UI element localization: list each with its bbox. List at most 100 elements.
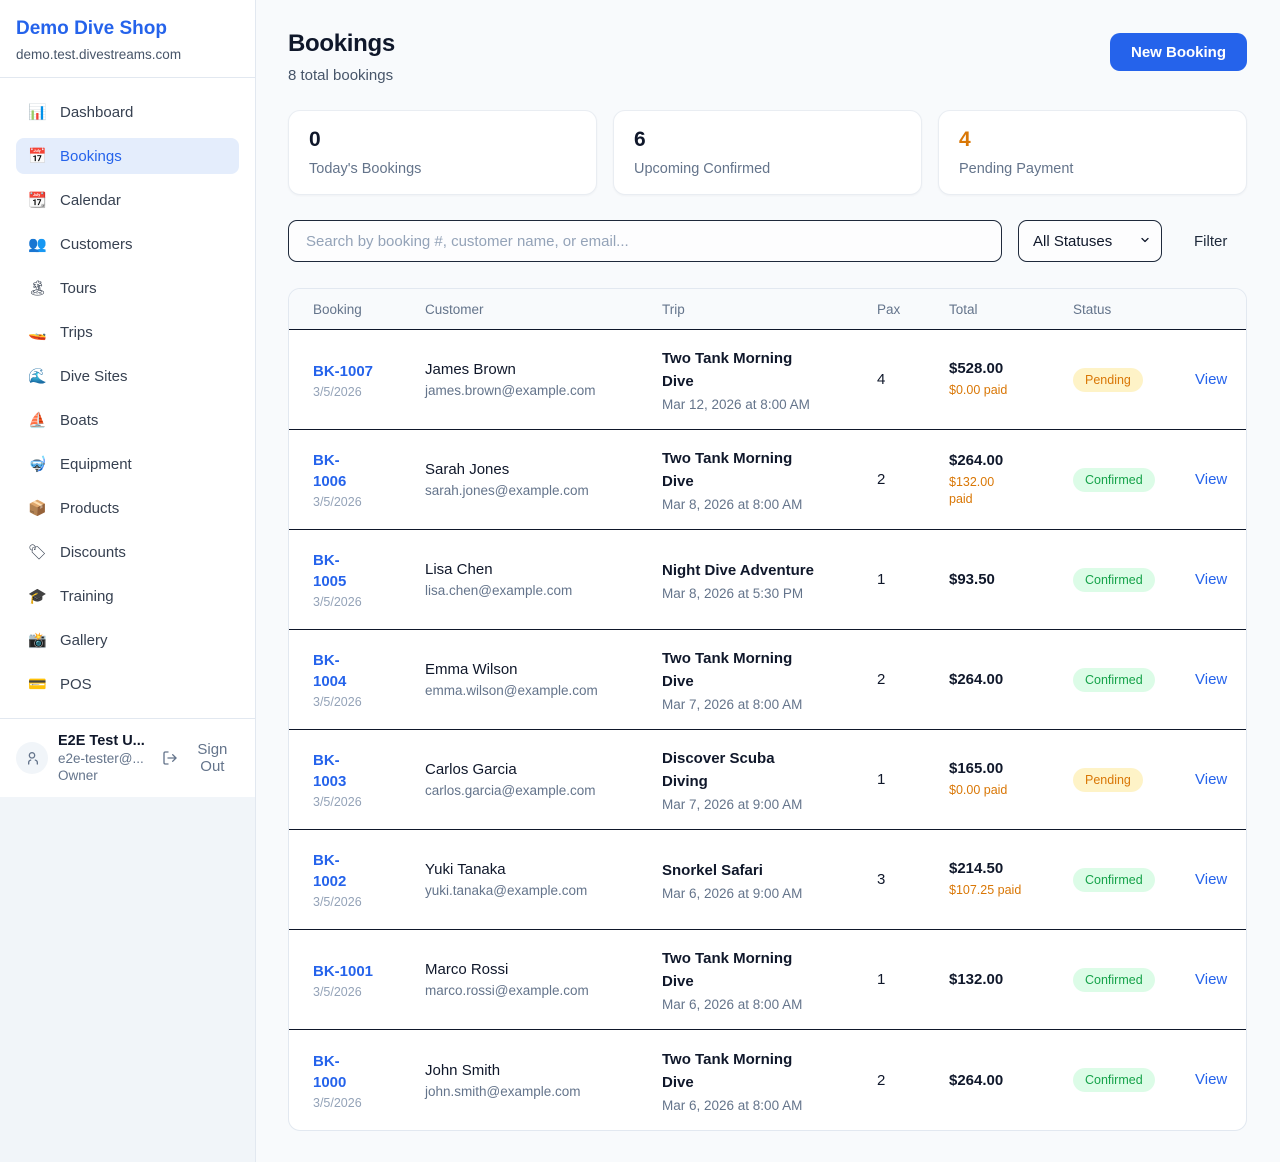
sidebar-item-calendar[interactable]: 📆 Calendar	[16, 182, 239, 218]
status-cell: Confirmed	[1073, 467, 1195, 492]
trip-cell: Two Tank Morning Dive Mar 8, 2026 at 8:0…	[662, 447, 877, 512]
sidebar-item-dive-sites[interactable]: 🌊 Dive Sites	[16, 358, 239, 394]
status-badge: Pending	[1073, 767, 1143, 792]
sidebar-item-boats[interactable]: ⛵ Boats	[16, 402, 239, 438]
pax-value: 1	[877, 571, 886, 588]
customer-email: john.smith@example.com	[425, 1083, 581, 1099]
page-header: Bookings 8 total bookings New Booking	[288, 30, 1247, 84]
sidebar-item-bookings[interactable]: 📅 Bookings	[16, 138, 239, 174]
sidebar-item-customers[interactable]: 👥 Customers	[16, 226, 239, 262]
booking-cell: BK- 1000 3/5/2026	[289, 1051, 425, 1110]
booking-date: 3/5/2026	[313, 895, 362, 909]
booking-id-link[interactable]: BK- 1002	[313, 852, 347, 890]
stat-label: Pending Payment	[959, 161, 1074, 177]
view-link[interactable]: View	[1195, 1071, 1228, 1088]
status-cell: Confirmed	[1073, 967, 1195, 992]
view-link[interactable]: View	[1195, 770, 1228, 788]
booking-id-link[interactable]: BK-1001	[313, 962, 374, 980]
sidebar-rail: Demo Dive Shop demo.test.divestreams.com…	[0, 0, 256, 1162]
sidebar-item-gallery[interactable]: 📸 Gallery	[16, 622, 239, 658]
booking-id-link[interactable]: BK- 1000	[313, 1052, 347, 1091]
view-link[interactable]: View	[1195, 670, 1228, 688]
booking-id-link[interactable]: BK-1007	[313, 362, 374, 380]
status-select[interactable]: All Statuses	[1018, 220, 1162, 262]
view-link[interactable]: View	[1195, 570, 1228, 588]
customer-cell: Yuki Tanaka yuki.tanaka@example.com	[425, 861, 662, 898]
new-booking-button[interactable]: New Booking	[1109, 33, 1247, 71]
booking-id-link[interactable]: BK- 1006	[313, 452, 347, 490]
sailboat-icon: ⛵	[28, 412, 47, 429]
trip-datetime: Mar 6, 2026 at 8:00 AM	[662, 1097, 803, 1113]
user-section: E2E Test U... e2e-tester@... Owner Sign …	[0, 718, 255, 797]
customer-name: Carlos Garcia	[425, 761, 517, 778]
sidebar-item-label: Products	[60, 499, 120, 517]
tear-off-calendar-icon: 📆	[28, 192, 47, 209]
sidebar-item-products[interactable]: 📦 Products	[16, 490, 239, 526]
customer-email: emma.wilson@example.com	[425, 683, 598, 698]
stat-card-pending-payment: 4 Pending Payment	[938, 110, 1247, 195]
sidebar-item-dashboard[interactable]: 📊 Dashboard	[16, 94, 239, 130]
customer-name: Yuki Tanaka	[425, 861, 506, 878]
total-cell: $165.00 $0.00 paid	[949, 760, 1073, 799]
total-amount: $165.00	[949, 760, 1004, 777]
bookings-table: Booking Customer Trip Pax Total Status B…	[288, 288, 1247, 1131]
sidebar-item-label: Calendar	[60, 191, 121, 209]
trip-datetime: Mar 6, 2026 at 8:00 AM	[662, 997, 803, 1012]
trip-name: Two Tank Morning Dive	[662, 350, 793, 390]
table-row: BK- 1005 3/5/2026 Lisa Chen lisa.chen@ex…	[289, 530, 1246, 630]
table-row: BK- 1002 3/5/2026 Yuki Tanaka yuki.tanak…	[289, 830, 1246, 930]
view-link[interactable]: View	[1195, 870, 1228, 888]
sidebar-item-trips[interactable]: 🚤 Trips	[16, 314, 239, 350]
stat-value: 4	[959, 128, 971, 151]
label-tag-icon: 🏷	[28, 544, 48, 561]
filter-button[interactable]: Filter	[1179, 233, 1242, 250]
package-icon: 📦	[28, 500, 47, 517]
column-header-trip: Trip	[662, 301, 685, 317]
booking-id-link[interactable]: BK- 1004	[313, 652, 347, 690]
pax-value: 2	[877, 671, 886, 688]
customer-cell: Carlos Garcia carlos.garcia@example.com	[425, 761, 662, 798]
paid-amount: $107.25 paid	[949, 883, 1022, 897]
trip-name: Two Tank Morning Dive	[662, 1050, 793, 1091]
bar-chart-icon: 📊	[28, 104, 47, 121]
customer-email: marco.rossi@example.com	[425, 983, 589, 998]
search-input[interactable]	[288, 220, 1002, 262]
view-link[interactable]: View	[1195, 970, 1228, 988]
stat-card-upcoming-confirmed: 6 Upcoming Confirmed	[613, 110, 922, 195]
sidebar-item-discounts[interactable]: 🏷 Discounts	[16, 534, 239, 570]
column-header-customer: Customer	[425, 301, 484, 317]
stat-value: 6	[634, 128, 646, 151]
customer-name: Marco Rossi	[425, 961, 509, 978]
sidebar-item-training[interactable]: 🎓 Training	[16, 578, 239, 614]
trip-cell: Discover Scuba Diving Mar 7, 2026 at 9:0…	[662, 747, 877, 812]
user-email: e2e-tester@...	[58, 751, 144, 766]
status-badge: Confirmed	[1073, 1068, 1155, 1092]
customer-cell: Emma Wilson emma.wilson@example.com	[425, 661, 662, 698]
graduation-cap-icon: 🎓	[28, 588, 47, 605]
status-cell: Confirmed	[1073, 567, 1195, 592]
brand-name[interactable]: Demo Dive Shop	[16, 18, 167, 39]
booking-cell: BK- 1002 3/5/2026	[289, 850, 425, 909]
trip-name: Discover Scuba Diving	[662, 750, 775, 790]
trip-datetime: Mar 6, 2026 at 9:00 AM	[662, 885, 803, 901]
total-cell: $132.00	[949, 971, 1073, 988]
sidebar-item-tours[interactable]: 🏝 Tours	[16, 270, 239, 306]
sidebar-item-pos[interactable]: 💳 POS	[16, 666, 239, 702]
booking-id-link[interactable]: BK- 1003	[313, 752, 347, 790]
view-link[interactable]: View	[1195, 470, 1228, 488]
sign-out-button[interactable]: Sign Out	[162, 741, 239, 775]
customer-name: James Brown	[425, 361, 516, 378]
view-link[interactable]: View	[1195, 370, 1228, 388]
sidebar-item-equipment[interactable]: 🤿 Equipment	[16, 446, 239, 482]
sign-out-label: Sign Out	[197, 741, 228, 775]
booking-id-link[interactable]: BK- 1005	[313, 552, 347, 590]
column-header-booking: Booking	[313, 301, 362, 317]
paid-amount: $132.00 paid	[949, 474, 995, 506]
total-amount: $528.00	[949, 360, 1004, 377]
booking-date: 3/5/2026	[313, 695, 362, 709]
pax-value: 4	[877, 371, 886, 388]
booking-cell: BK- 1005 3/5/2026	[289, 550, 425, 609]
pax-value: 1	[877, 971, 886, 988]
table-row: BK- 1006 3/5/2026 Sarah Jones sarah.jone…	[289, 430, 1246, 530]
sidebar-item-label: Trips	[60, 323, 93, 341]
